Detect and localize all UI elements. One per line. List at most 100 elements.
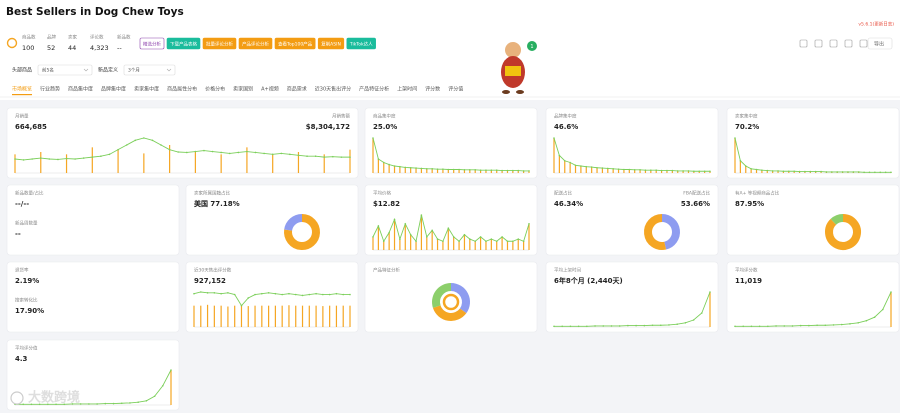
bar <box>377 159 379 173</box>
tab[interactable]: 评分值 <box>448 86 463 93</box>
button[interactable]: 下载产品表格 <box>166 37 201 50</box>
line-point <box>161 384 164 387</box>
card-label: 产品特征分析 <box>373 267 400 274</box>
bar <box>517 170 519 173</box>
bar <box>574 165 577 173</box>
line-point <box>436 238 439 240</box>
line-point <box>349 156 351 158</box>
button-label: 复制ASIN <box>321 41 341 48</box>
bar <box>272 154 274 173</box>
bar <box>687 170 690 173</box>
button[interactable]: 批量评论分析 <box>202 37 237 50</box>
tab[interactable]: 商品需求 <box>287 86 307 93</box>
filter-select[interactable] <box>123 64 176 76</box>
tab[interactable]: 上架时间 <box>397 86 417 93</box>
tab[interactable]: 行业趋势 <box>40 86 60 93</box>
line-point <box>617 168 620 170</box>
bar <box>682 170 684 173</box>
tool-icon[interactable] <box>859 39 868 48</box>
button[interactable]: TikTok达人 <box>346 37 376 50</box>
line-point <box>442 168 444 170</box>
tool-icon[interactable] <box>829 39 838 48</box>
line-point <box>783 325 786 327</box>
line-point <box>463 233 466 236</box>
line-point <box>767 325 769 328</box>
line-point <box>758 325 761 328</box>
export-box[interactable] <box>867 37 893 50</box>
bar <box>479 170 482 173</box>
tool-icon[interactable] <box>844 39 853 48</box>
line-point <box>323 156 326 158</box>
card-bg <box>185 261 359 333</box>
line-point <box>442 240 444 243</box>
line-point <box>399 165 401 168</box>
line-point <box>213 292 216 294</box>
line-point <box>425 236 428 238</box>
card: 平均评分数 11,019 <box>726 261 900 333</box>
line-point <box>308 293 311 296</box>
export: 导出 <box>874 41 884 48</box>
bar <box>634 169 636 173</box>
line-point <box>254 293 256 296</box>
line-point <box>79 403 82 405</box>
tab[interactable]: 产品特征分析 <box>359 86 389 93</box>
line-point <box>558 154 561 157</box>
line-point <box>495 169 498 171</box>
line-point <box>289 153 291 156</box>
bar <box>580 166 582 173</box>
bar <box>704 171 706 173</box>
stat-label: 评论数 <box>90 34 104 41</box>
line-point <box>143 137 145 139</box>
tab[interactable]: 卖家集中度 <box>134 86 159 93</box>
tool-icon[interactable] <box>814 39 823 48</box>
line-point <box>288 292 290 295</box>
line-point <box>479 169 482 171</box>
button[interactable]: 查看Top100产品 <box>274 37 316 50</box>
filter-label: 新品定义 <box>98 67 118 74</box>
bar <box>506 170 509 173</box>
bar <box>453 236 455 250</box>
tab[interactable]: 价格分布 <box>205 86 225 93</box>
tool-icon[interactable] <box>799 39 808 48</box>
line-point <box>100 155 102 157</box>
button[interactable]: 精选分析 <box>139 37 165 50</box>
bar <box>761 170 763 173</box>
line-point <box>610 325 613 327</box>
line-point <box>868 171 871 174</box>
tab[interactable]: 近30天售出评分 <box>315 86 351 93</box>
tab[interactable]: 评分数 <box>425 86 440 93</box>
button[interactable]: 产品评论分析 <box>238 37 273 50</box>
line-point <box>831 171 833 173</box>
bar <box>479 236 482 250</box>
card-value: 46.6% <box>554 123 578 131</box>
line-point <box>393 165 396 167</box>
line-point <box>793 170 795 173</box>
bar <box>404 167 406 173</box>
line-point <box>314 155 317 157</box>
tab[interactable]: A+视频 <box>261 86 279 93</box>
line-point <box>799 324 802 327</box>
bar <box>420 215 423 250</box>
filter-select[interactable] <box>37 64 93 76</box>
card: 退货率 2.19% 搜索转化比 17.90% <box>6 261 180 333</box>
bar <box>349 149 351 173</box>
tab[interactable]: 商品集中度 <box>68 86 93 93</box>
bar <box>295 305 297 327</box>
bar <box>523 170 525 173</box>
button[interactable]: 复制ASIN <box>317 37 345 50</box>
tab[interactable]: 品牌集中度 <box>101 86 126 93</box>
card-label: 搜索转化比 <box>15 297 38 304</box>
line-point <box>233 293 236 296</box>
line-point <box>777 170 779 172</box>
bar <box>458 241 460 250</box>
line-point <box>280 152 283 155</box>
bar <box>485 241 487 250</box>
tab[interactable]: 市场概览 <box>12 86 32 93</box>
card-label: 新品数量/占比 <box>15 190 44 197</box>
bar <box>234 305 236 327</box>
tab[interactable]: 卖家国别 <box>233 86 253 93</box>
button-label: 查看Top100产品 <box>278 41 313 48</box>
tab[interactable]: 商品属性分布 <box>167 86 197 93</box>
bar <box>496 241 498 250</box>
